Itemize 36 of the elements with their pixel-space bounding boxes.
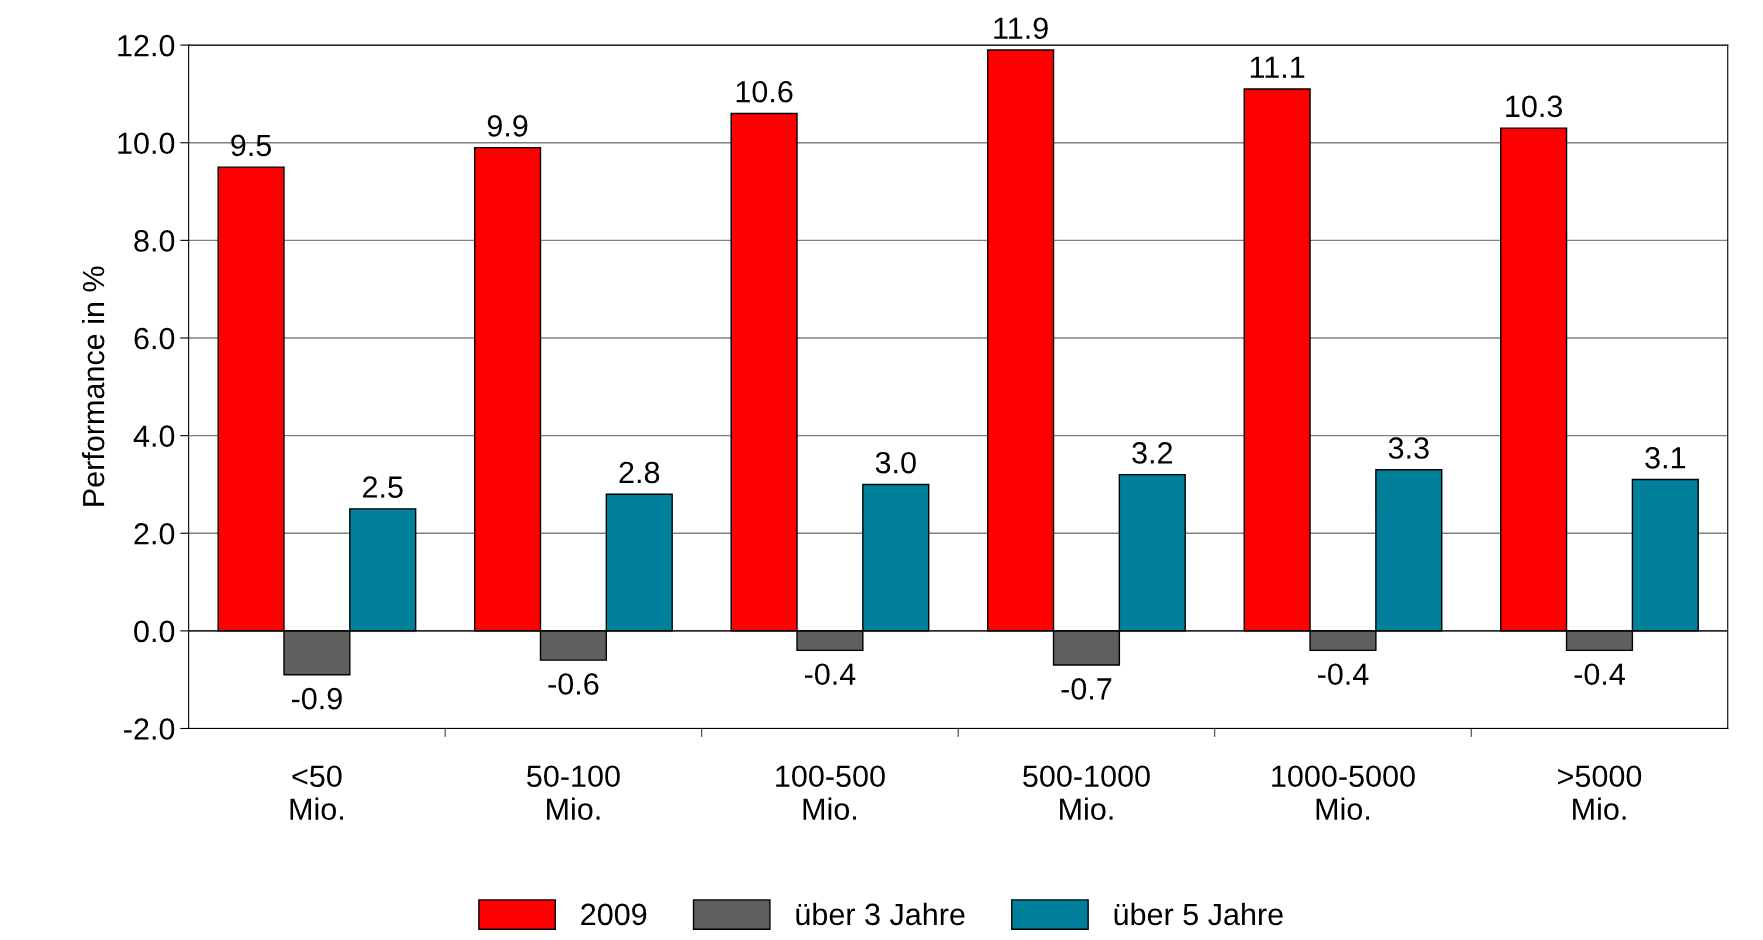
data-label: 9.5 xyxy=(231,134,272,157)
y-tick-label: 8.0 xyxy=(134,230,175,252)
y-tick-label: -2.0 xyxy=(124,718,175,740)
data-label: 2.8 xyxy=(619,461,660,484)
data-label: -0.6 xyxy=(548,673,599,695)
data-label: -0.4 xyxy=(1318,663,1369,686)
y-tick-label: 6.0 xyxy=(134,327,175,350)
y-tick-label: 0.0 xyxy=(134,620,175,643)
y-axis-title: Performance in % xyxy=(81,266,105,506)
data-label: 11.1 xyxy=(1250,56,1305,78)
legend-label: 2009 xyxy=(581,903,647,926)
legend-label: über 3 Jahre xyxy=(796,902,965,926)
x-tick-label: 100-500 Mio. xyxy=(776,765,885,820)
data-label: 2.5 xyxy=(363,476,403,498)
x-tick-label: >5000 Mio. xyxy=(1558,765,1642,820)
data-label: -0.4 xyxy=(1574,663,1625,686)
x-tick-label: 1000-5000 Mio. xyxy=(1272,765,1415,820)
data-label: -0.4 xyxy=(804,663,856,686)
data-label: 9.9 xyxy=(487,115,528,137)
data-label: -0.9 xyxy=(291,687,342,710)
x-tick-label: 500-1000 Mio. xyxy=(1023,765,1150,820)
y-tick-label: 10.0 xyxy=(118,132,175,155)
data-label: 10.3 xyxy=(1506,95,1563,118)
legend-label: über 5 Jahre xyxy=(1114,902,1283,926)
data-label: 10.6 xyxy=(736,80,793,103)
y-tick-label: 12.0 xyxy=(118,34,175,57)
y-tick-label: 4.0 xyxy=(133,425,175,447)
x-tick-label: <50 Mio. xyxy=(290,765,343,820)
data-label: 3.3 xyxy=(1388,437,1429,459)
data-label: -0.7 xyxy=(1061,678,1112,700)
data-label: 11.9 xyxy=(994,17,1048,40)
data-label: 3.2 xyxy=(1132,442,1172,464)
data-label: 3.0 xyxy=(875,451,916,474)
y-tick-label: 2.0 xyxy=(134,522,175,545)
data-label: 3.1 xyxy=(1645,447,1686,469)
x-tick-label: 50-100 Mio. xyxy=(527,765,620,820)
